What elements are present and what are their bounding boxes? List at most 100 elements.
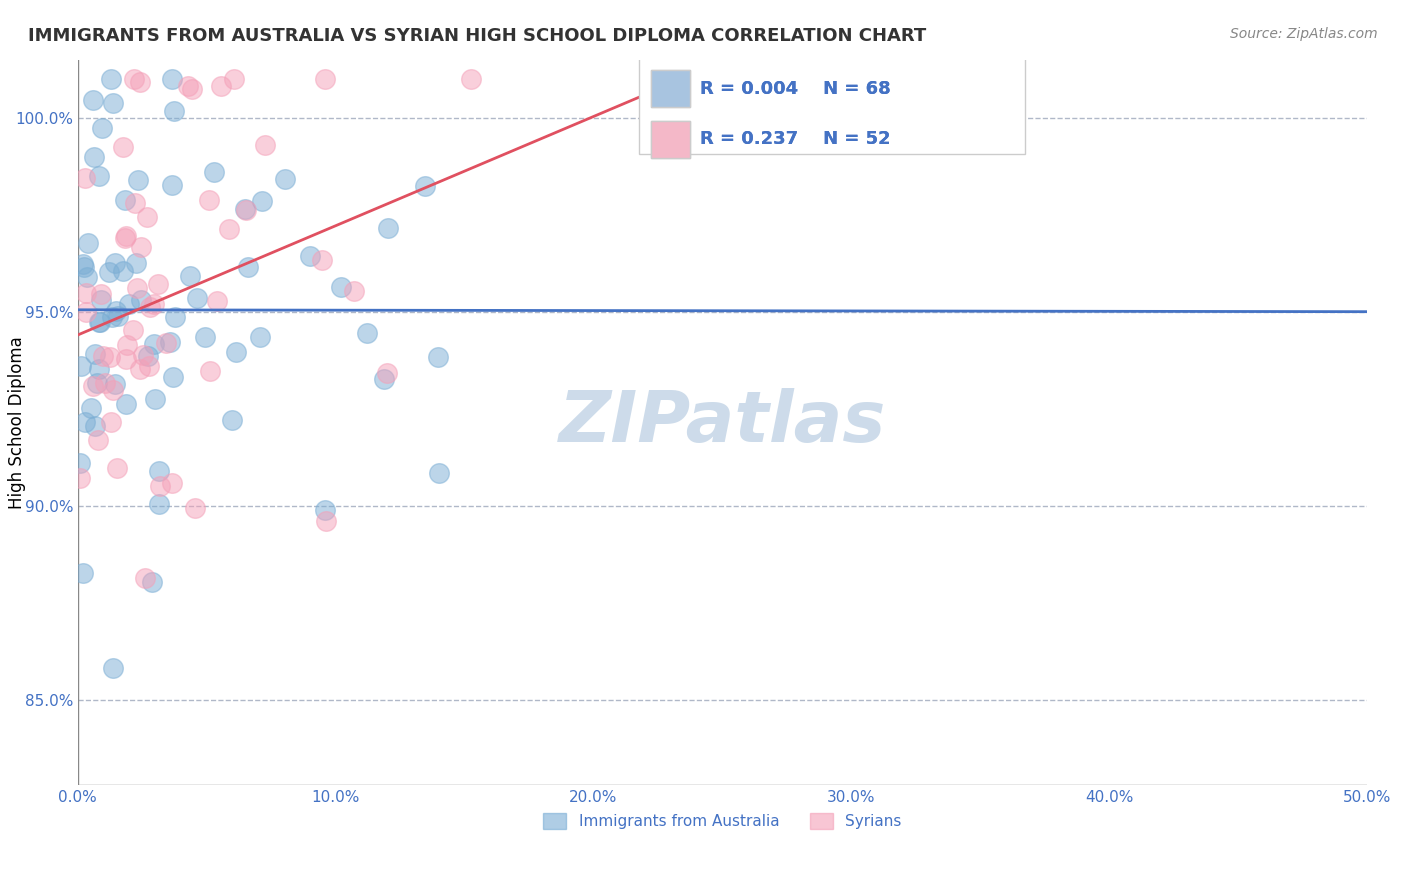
Point	[143, 297, 166, 311]
Point	[194, 330, 217, 344]
Point	[87, 169, 110, 183]
Point	[129, 239, 152, 253]
Bar	[651, 70, 690, 107]
Point	[73, 260, 96, 275]
Point	[162, 476, 184, 491]
Text: R = 0.004    N = 68: R = 0.004 N = 68	[700, 79, 891, 97]
Text: R = 0.237    N = 52: R = 0.237 N = 52	[700, 130, 891, 148]
Point	[299, 249, 322, 263]
Point	[129, 75, 152, 89]
Point	[198, 193, 221, 207]
Bar	[651, 70, 690, 107]
Point	[90, 287, 112, 301]
Point	[141, 574, 163, 589]
Point	[87, 315, 110, 329]
Point	[101, 310, 124, 324]
Point	[274, 171, 297, 186]
Text: ZIPatlas: ZIPatlas	[558, 388, 886, 457]
Text: R = 0.004    N = 68: R = 0.004 N = 68	[700, 79, 891, 97]
Point	[87, 362, 110, 376]
Point	[460, 72, 482, 87]
Point	[148, 464, 170, 478]
Point	[221, 413, 243, 427]
Point	[98, 350, 121, 364]
Point	[129, 361, 152, 376]
Point	[148, 497, 170, 511]
Point	[138, 350, 160, 364]
Point	[101, 383, 124, 397]
Legend: Immigrants from Australia, Syrians: Immigrants from Australia, Syrians	[537, 807, 907, 836]
Point	[159, 334, 181, 349]
Bar	[651, 121, 690, 158]
Point	[89, 315, 111, 329]
Point	[179, 269, 201, 284]
Point	[124, 72, 146, 87]
Bar	[651, 121, 690, 158]
Point	[202, 164, 225, 178]
Point	[105, 460, 128, 475]
Point	[163, 104, 186, 119]
Point	[162, 369, 184, 384]
Point	[146, 277, 169, 292]
Point	[104, 256, 127, 270]
Point	[249, 330, 271, 344]
Point	[250, 194, 273, 208]
Point	[343, 284, 366, 298]
Point	[91, 121, 114, 136]
Point	[427, 350, 450, 364]
Point	[84, 347, 107, 361]
Point	[314, 502, 336, 516]
Point	[149, 479, 172, 493]
Point	[205, 294, 228, 309]
Point	[127, 173, 149, 187]
Point	[73, 170, 96, 185]
Point	[70, 359, 93, 373]
Point	[69, 456, 91, 470]
Point	[75, 305, 97, 319]
Point	[103, 96, 125, 111]
Point	[315, 514, 337, 528]
Point	[177, 79, 200, 94]
Point	[136, 211, 159, 225]
Point	[218, 222, 240, 236]
Point	[86, 376, 108, 390]
Point	[77, 235, 100, 250]
Point	[375, 366, 398, 380]
Point	[114, 228, 136, 243]
Bar	[638, 23, 1025, 154]
Point	[238, 260, 260, 274]
Point	[103, 661, 125, 675]
Point	[83, 150, 105, 164]
Point	[80, 401, 103, 415]
Point	[160, 72, 183, 87]
Point	[100, 72, 122, 87]
Point	[114, 194, 136, 208]
Point	[329, 280, 352, 294]
Point	[124, 196, 146, 211]
Point	[72, 257, 94, 271]
Point	[186, 292, 208, 306]
Point	[73, 415, 96, 429]
Point	[97, 265, 120, 279]
Point	[107, 309, 129, 323]
Text: Source: ZipAtlas.com: Source: ZipAtlas.com	[1230, 27, 1378, 41]
Point	[115, 397, 138, 411]
Point	[138, 300, 160, 314]
Point	[155, 336, 177, 351]
Point	[314, 72, 336, 87]
Point	[72, 566, 94, 580]
Point	[160, 178, 183, 193]
Point	[129, 293, 152, 307]
Point	[427, 466, 450, 480]
Point	[132, 348, 155, 362]
Point	[165, 310, 187, 324]
Point	[115, 352, 138, 367]
Point	[76, 270, 98, 285]
Point	[117, 297, 139, 311]
Point	[356, 326, 378, 340]
Point	[254, 138, 277, 153]
Point	[114, 231, 136, 245]
Point	[90, 293, 112, 307]
Point	[82, 93, 104, 107]
Point	[311, 253, 333, 268]
